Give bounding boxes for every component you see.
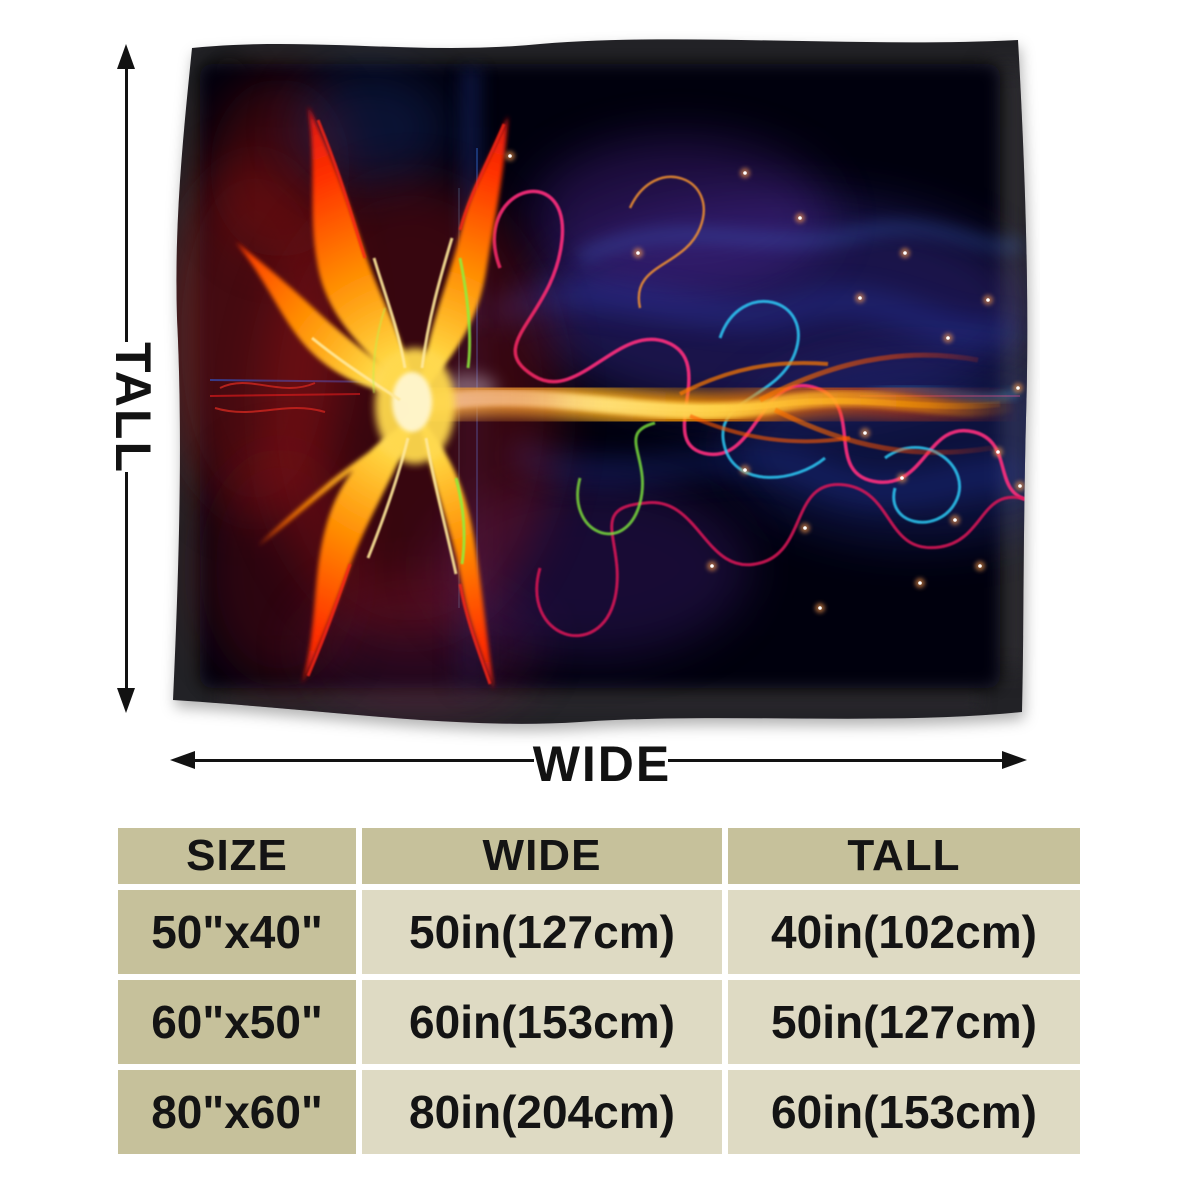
tall-dimension-label: TALL bbox=[105, 341, 161, 475]
size-chart-row1-tall: 40in(102cm) bbox=[728, 890, 1080, 974]
tall-arrow-line-lower bbox=[125, 472, 128, 690]
size-chart-row3-size: 80"x60" bbox=[118, 1070, 356, 1154]
arrow-down-icon bbox=[117, 688, 135, 713]
phoenix-blanket-graphic bbox=[173, 39, 1028, 724]
tall-arrow-line-upper bbox=[125, 66, 128, 342]
size-chart-header-tall: TALL bbox=[728, 828, 1080, 884]
size-chart-row3-tall: 60in(153cm) bbox=[728, 1070, 1080, 1154]
arrow-left-icon bbox=[170, 751, 195, 769]
sparks bbox=[505, 151, 1025, 613]
wide-dimension-label: WIDE bbox=[532, 736, 672, 792]
wide-arrow-line-right bbox=[668, 759, 1004, 762]
blanket-product-image bbox=[160, 8, 1040, 758]
size-chart-header-wide: WIDE bbox=[362, 828, 722, 884]
size-chart-row3-wide: 80in(204cm) bbox=[362, 1070, 722, 1154]
size-chart-table: SIZE WIDE TALL 50"x40" 50in(127cm) 40in(… bbox=[118, 828, 1080, 1154]
size-chart-header-size: SIZE bbox=[118, 828, 356, 884]
arrow-right-icon bbox=[1002, 751, 1027, 769]
size-chart-row1-size: 50"x40" bbox=[118, 890, 356, 974]
size-chart-row1-wide: 50in(127cm) bbox=[362, 890, 722, 974]
size-chart-row2-wide: 60in(153cm) bbox=[362, 980, 722, 1064]
phoenix-artwork bbox=[173, 49, 1028, 718]
size-chart-row2-size: 60"x50" bbox=[118, 980, 356, 1064]
wide-arrow-line-left bbox=[192, 759, 534, 762]
arrow-up-icon bbox=[117, 44, 135, 69]
size-chart-row2-tall: 50in(127cm) bbox=[728, 980, 1080, 1064]
